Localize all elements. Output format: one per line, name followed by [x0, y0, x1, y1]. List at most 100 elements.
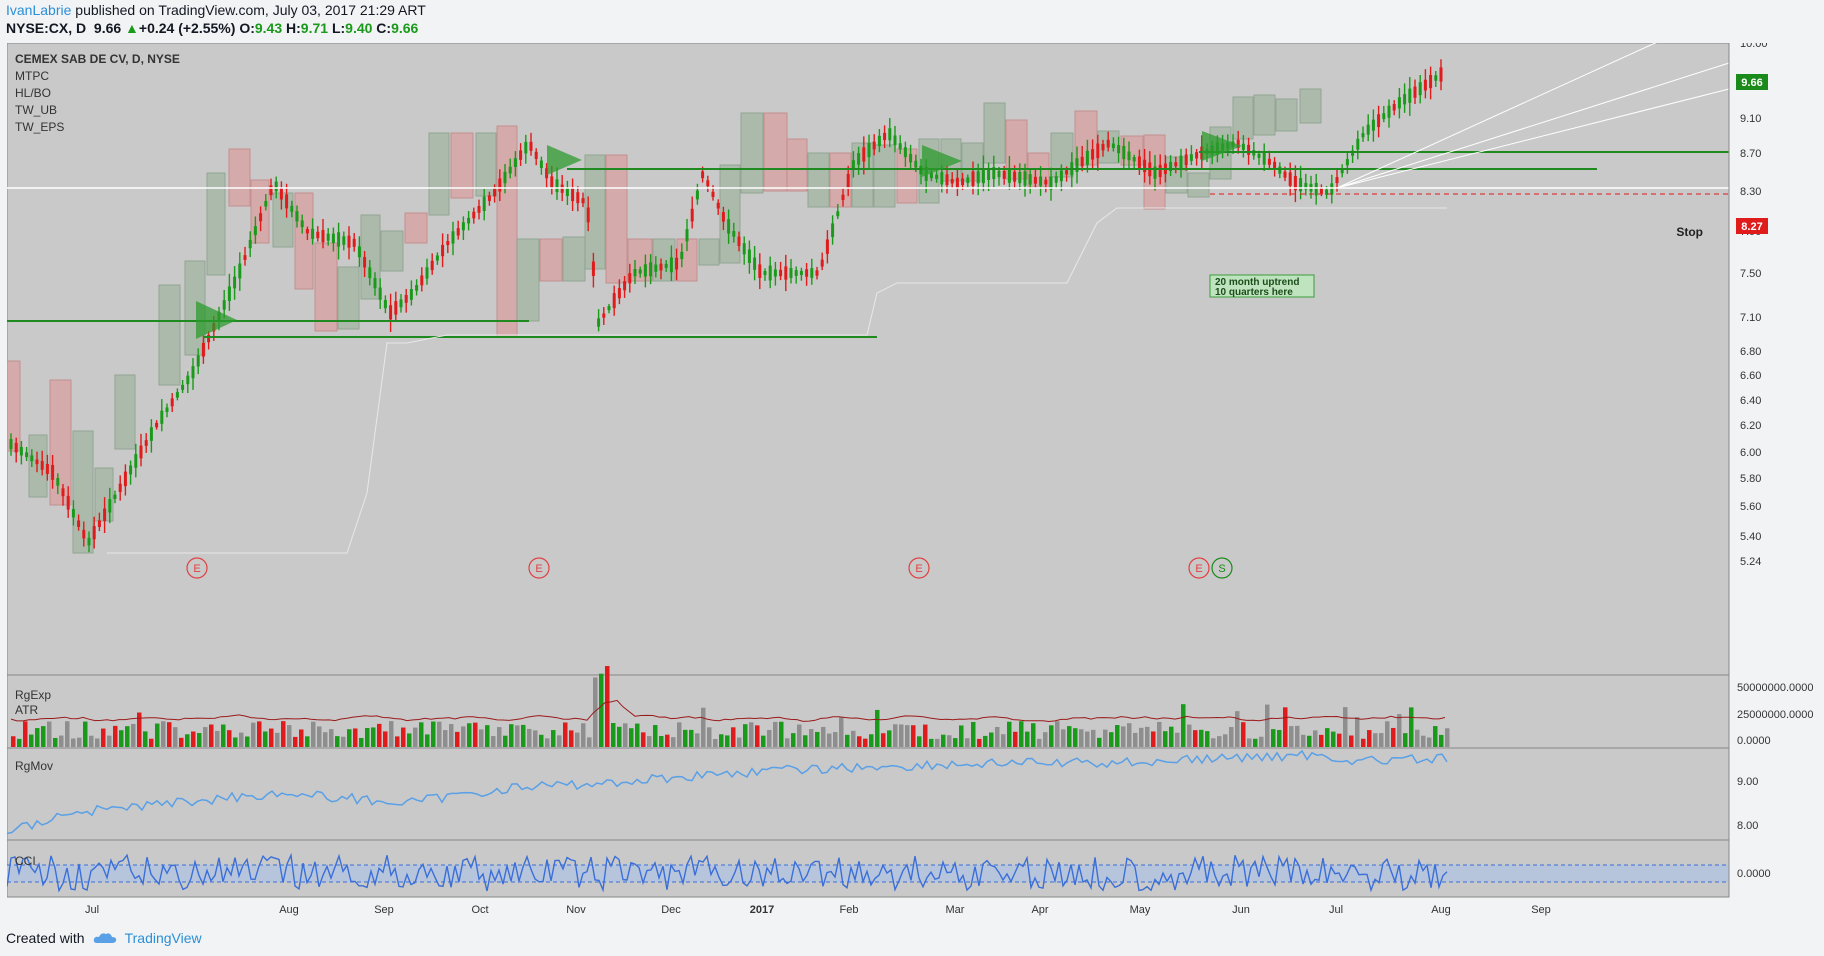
- candle-body: [71, 509, 75, 518]
- range-box-12: [294, 192, 314, 290]
- candle-body: [201, 342, 205, 357]
- candle-body: [971, 171, 975, 187]
- range-box-57: [1299, 88, 1322, 124]
- volume-bar: [893, 724, 898, 747]
- candle-body: [867, 142, 871, 158]
- candle-body: [1007, 168, 1011, 183]
- candle-body: [701, 171, 705, 179]
- candle-body: [1085, 150, 1089, 166]
- range-box-8: [206, 172, 226, 276]
- volume-bar: [941, 734, 946, 747]
- volume-bar: [545, 738, 550, 747]
- breakout-triangle-2: [922, 145, 962, 177]
- candle-body: [794, 270, 798, 276]
- volume-bar: [587, 737, 592, 747]
- volume-bar: [1217, 736, 1222, 747]
- volume-bar: [359, 737, 364, 747]
- last-price-badge: [1736, 74, 1768, 90]
- vol-tick-50m: 50000000.0000: [1737, 682, 1813, 694]
- author-link[interactable]: IvanLabrie: [6, 2, 72, 18]
- candle-body: [836, 211, 840, 217]
- volume-bar: [1199, 729, 1204, 747]
- chart-canvas[interactable]: E E E E S CEMEX SAB DE CV, D, NYSE MTPC HL/B…: [7, 43, 1817, 923]
- price-tick-12: 6.00: [1740, 447, 1761, 459]
- volume-bar: [725, 735, 730, 747]
- volume-bar: [1019, 721, 1024, 747]
- candle-body: [14, 442, 18, 453]
- volume-bar: [341, 736, 346, 747]
- main-pane[interactable]: [7, 43, 1730, 676]
- candle-body: [987, 168, 991, 180]
- candle-body: [581, 198, 585, 204]
- candle-body: [1153, 166, 1157, 179]
- volume-bar: [209, 724, 214, 747]
- candle-body: [482, 196, 486, 212]
- volume-bar: [47, 721, 52, 747]
- earnings-marker-3: [1188, 557, 1210, 579]
- last-price-text: 9.66: [1741, 77, 1762, 89]
- volume-bar: [1337, 733, 1342, 747]
- price-axis[interactable]: 10.009.509.108.708.307.907.507.106.806.6…: [1740, 43, 1768, 568]
- volume-bar: [71, 738, 76, 747]
- candle-body: [66, 495, 70, 510]
- volume-bar: [749, 722, 754, 747]
- volume-bar: [995, 726, 1000, 747]
- volume-bar: [851, 730, 856, 747]
- volume-bar: [1211, 738, 1216, 747]
- volume-bar: [221, 724, 226, 747]
- candle-body: [1117, 145, 1121, 154]
- time-tick-aug: Aug: [1431, 904, 1451, 916]
- candle-body: [35, 459, 39, 465]
- time-tick-mar: Mar: [946, 904, 965, 916]
- candle-body: [1091, 149, 1095, 160]
- candle-body: [1434, 75, 1438, 81]
- candle-body: [737, 236, 741, 246]
- candle-body: [893, 135, 897, 146]
- volume-bar: [785, 738, 790, 747]
- volume-bar: [899, 724, 904, 747]
- volume-bar: [1445, 728, 1450, 747]
- candle-body: [784, 266, 788, 280]
- volume-bar: [905, 725, 910, 747]
- candle-body: [961, 178, 965, 186]
- volume-bar: [683, 729, 688, 747]
- candle-body: [259, 213, 263, 222]
- candle-body: [929, 172, 933, 179]
- volume-bar: [947, 735, 952, 747]
- high-label: H:: [286, 20, 301, 36]
- volume-bar: [791, 733, 796, 747]
- rgmov-pane[interactable]: [7, 747, 1730, 841]
- open-value: 9.43: [254, 20, 283, 36]
- tradingview-brand[interactable]: TradingView: [124, 930, 202, 946]
- candle-body: [1304, 182, 1308, 190]
- symbol-label: NYSE:CX, D: [6, 20, 87, 36]
- candle-body: [1044, 179, 1048, 185]
- volume-bar: [413, 727, 418, 747]
- time-tick-dec: Dec: [661, 904, 681, 916]
- volume-bar: [353, 728, 358, 747]
- candle-body: [1418, 82, 1422, 96]
- annotation-box[interactable]: [1209, 274, 1315, 298]
- time-axis[interactable]: Jul Aug Sep Oct Nov Dec 2017 Feb Mar Apr May Jun Jul…: [85, 904, 1551, 916]
- candle-body: [534, 151, 538, 159]
- candle-body: [711, 191, 715, 198]
- candle-body: [337, 232, 341, 247]
- candle-body: [186, 375, 190, 385]
- candle-body: [919, 165, 923, 175]
- candle-body: [643, 264, 647, 277]
- volume-bar: [191, 731, 196, 747]
- time-tick-may: May: [1130, 904, 1151, 916]
- candle-body: [477, 206, 481, 213]
- low-value: 9.40: [345, 20, 373, 36]
- candle-body: [274, 181, 278, 192]
- candle-body: [628, 273, 632, 284]
- candle-body: [1382, 113, 1386, 120]
- breakout-triangle-1: [547, 145, 582, 175]
- candle-body: [1106, 139, 1110, 148]
- publish-header: IvanLabrie published on TradingView.com,…: [6, 2, 426, 18]
- volume-bar: [101, 728, 106, 747]
- candle-body: [227, 286, 231, 302]
- volume-bar: [467, 723, 472, 747]
- candle-body: [1439, 67, 1443, 82]
- candle-body: [565, 187, 569, 196]
